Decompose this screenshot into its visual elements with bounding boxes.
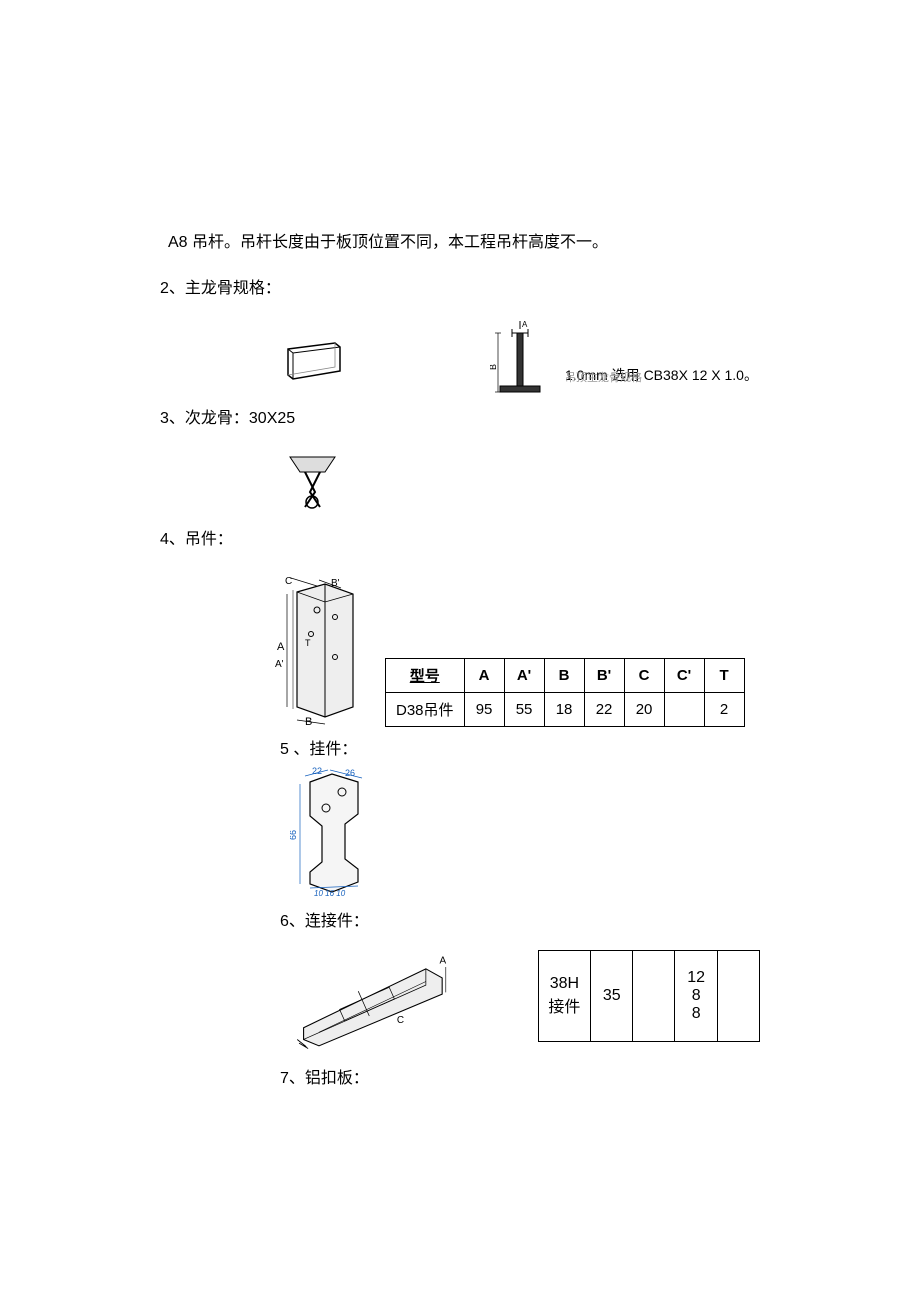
- th-a: A: [464, 659, 504, 693]
- ctd-2: [633, 951, 675, 1042]
- item5-label: 5 、挂件：: [280, 735, 760, 759]
- dim-b-label: B: [490, 364, 498, 370]
- th-model: 型号: [386, 659, 465, 693]
- dim-a-label: A: [522, 321, 528, 329]
- item2-label: 2、主龙骨规格：: [160, 276, 760, 302]
- svg-text:A: A: [277, 641, 285, 653]
- conn-table-row: 38H接件 35 12 8 8: [538, 951, 759, 1042]
- ctd-4: [717, 951, 759, 1042]
- td-t: 2: [704, 693, 744, 727]
- ctd-0: 38H接件: [538, 951, 591, 1042]
- table-header-row: 型号 A A' B B' C C' T: [386, 659, 745, 693]
- item6-label: 6、连接件：: [280, 907, 760, 931]
- svg-text:T: T: [305, 638, 311, 648]
- svg-text:C: C: [285, 576, 292, 587]
- td-cp: [664, 693, 704, 727]
- item6-row: A C 38H接件 35 12 8 8: [160, 936, 760, 1056]
- item4-row: C B' A A' T B 型号 A A' B B': [160, 572, 760, 727]
- th-bp: B': [584, 659, 624, 693]
- td-a: 95: [464, 693, 504, 727]
- hanger-spec-table: 型号 A A' B B' C C' T D38吊件 95 55 18 22 20…: [385, 658, 745, 727]
- intro-text: A8 吊杆。吊杆长度由于板顶位置不同，本工程吊杆高度不一。: [168, 230, 760, 256]
- conn-diagram-icon: A C: [290, 936, 458, 1056]
- dim-bottom: 10 16 10: [314, 889, 346, 898]
- connector-spec-table: 38H接件 35 12 8 8: [538, 950, 760, 1042]
- gua-diagram-icon: 22 26 66 10 16 10: [290, 764, 385, 899]
- hanger-diagram-icon: C B' A A' T B: [275, 572, 380, 727]
- td-bp: 22: [584, 693, 624, 727]
- ctd-1: 35: [591, 951, 633, 1042]
- svg-text:A': A': [275, 659, 284, 670]
- th-ap: A': [504, 659, 544, 693]
- item3-label: 3、次龙骨：30X25: [160, 406, 760, 432]
- th-t: T: [704, 659, 744, 693]
- dim-c: C: [397, 1016, 404, 1027]
- dim-26: 26: [345, 768, 355, 778]
- item4-label: 4、吊件：: [160, 527, 760, 553]
- td-c: 20: [624, 693, 664, 727]
- c-channel-icon: [280, 341, 355, 381]
- td-b: 18: [544, 693, 584, 727]
- dim-22: 22: [312, 766, 322, 776]
- t-bar-icon: A T B: [490, 321, 550, 396]
- th-cp: C': [664, 659, 704, 693]
- dim-a: A: [439, 956, 446, 967]
- ctd-3: 12 8 8: [675, 951, 718, 1042]
- dim-66: 66: [290, 830, 298, 840]
- item2-diagrams: A T B 吊顶主龙骨规格 1.0mm 选用 CB38X 12 X 1.0。: [160, 321, 760, 391]
- td-model: D38吊件: [386, 693, 465, 727]
- table-data-row: D38吊件 95 55 18 22 20 2: [386, 693, 745, 727]
- item2-note: 吊顶主龙骨规格 1.0mm 选用 CB38X 12 X 1.0。: [565, 365, 758, 385]
- item7-label: 7、铝扣板：: [280, 1064, 760, 1088]
- th-b: B: [544, 659, 584, 693]
- th-c: C: [624, 659, 664, 693]
- twist-clip-icon: [285, 452, 340, 517]
- td-ap: 55: [504, 693, 544, 727]
